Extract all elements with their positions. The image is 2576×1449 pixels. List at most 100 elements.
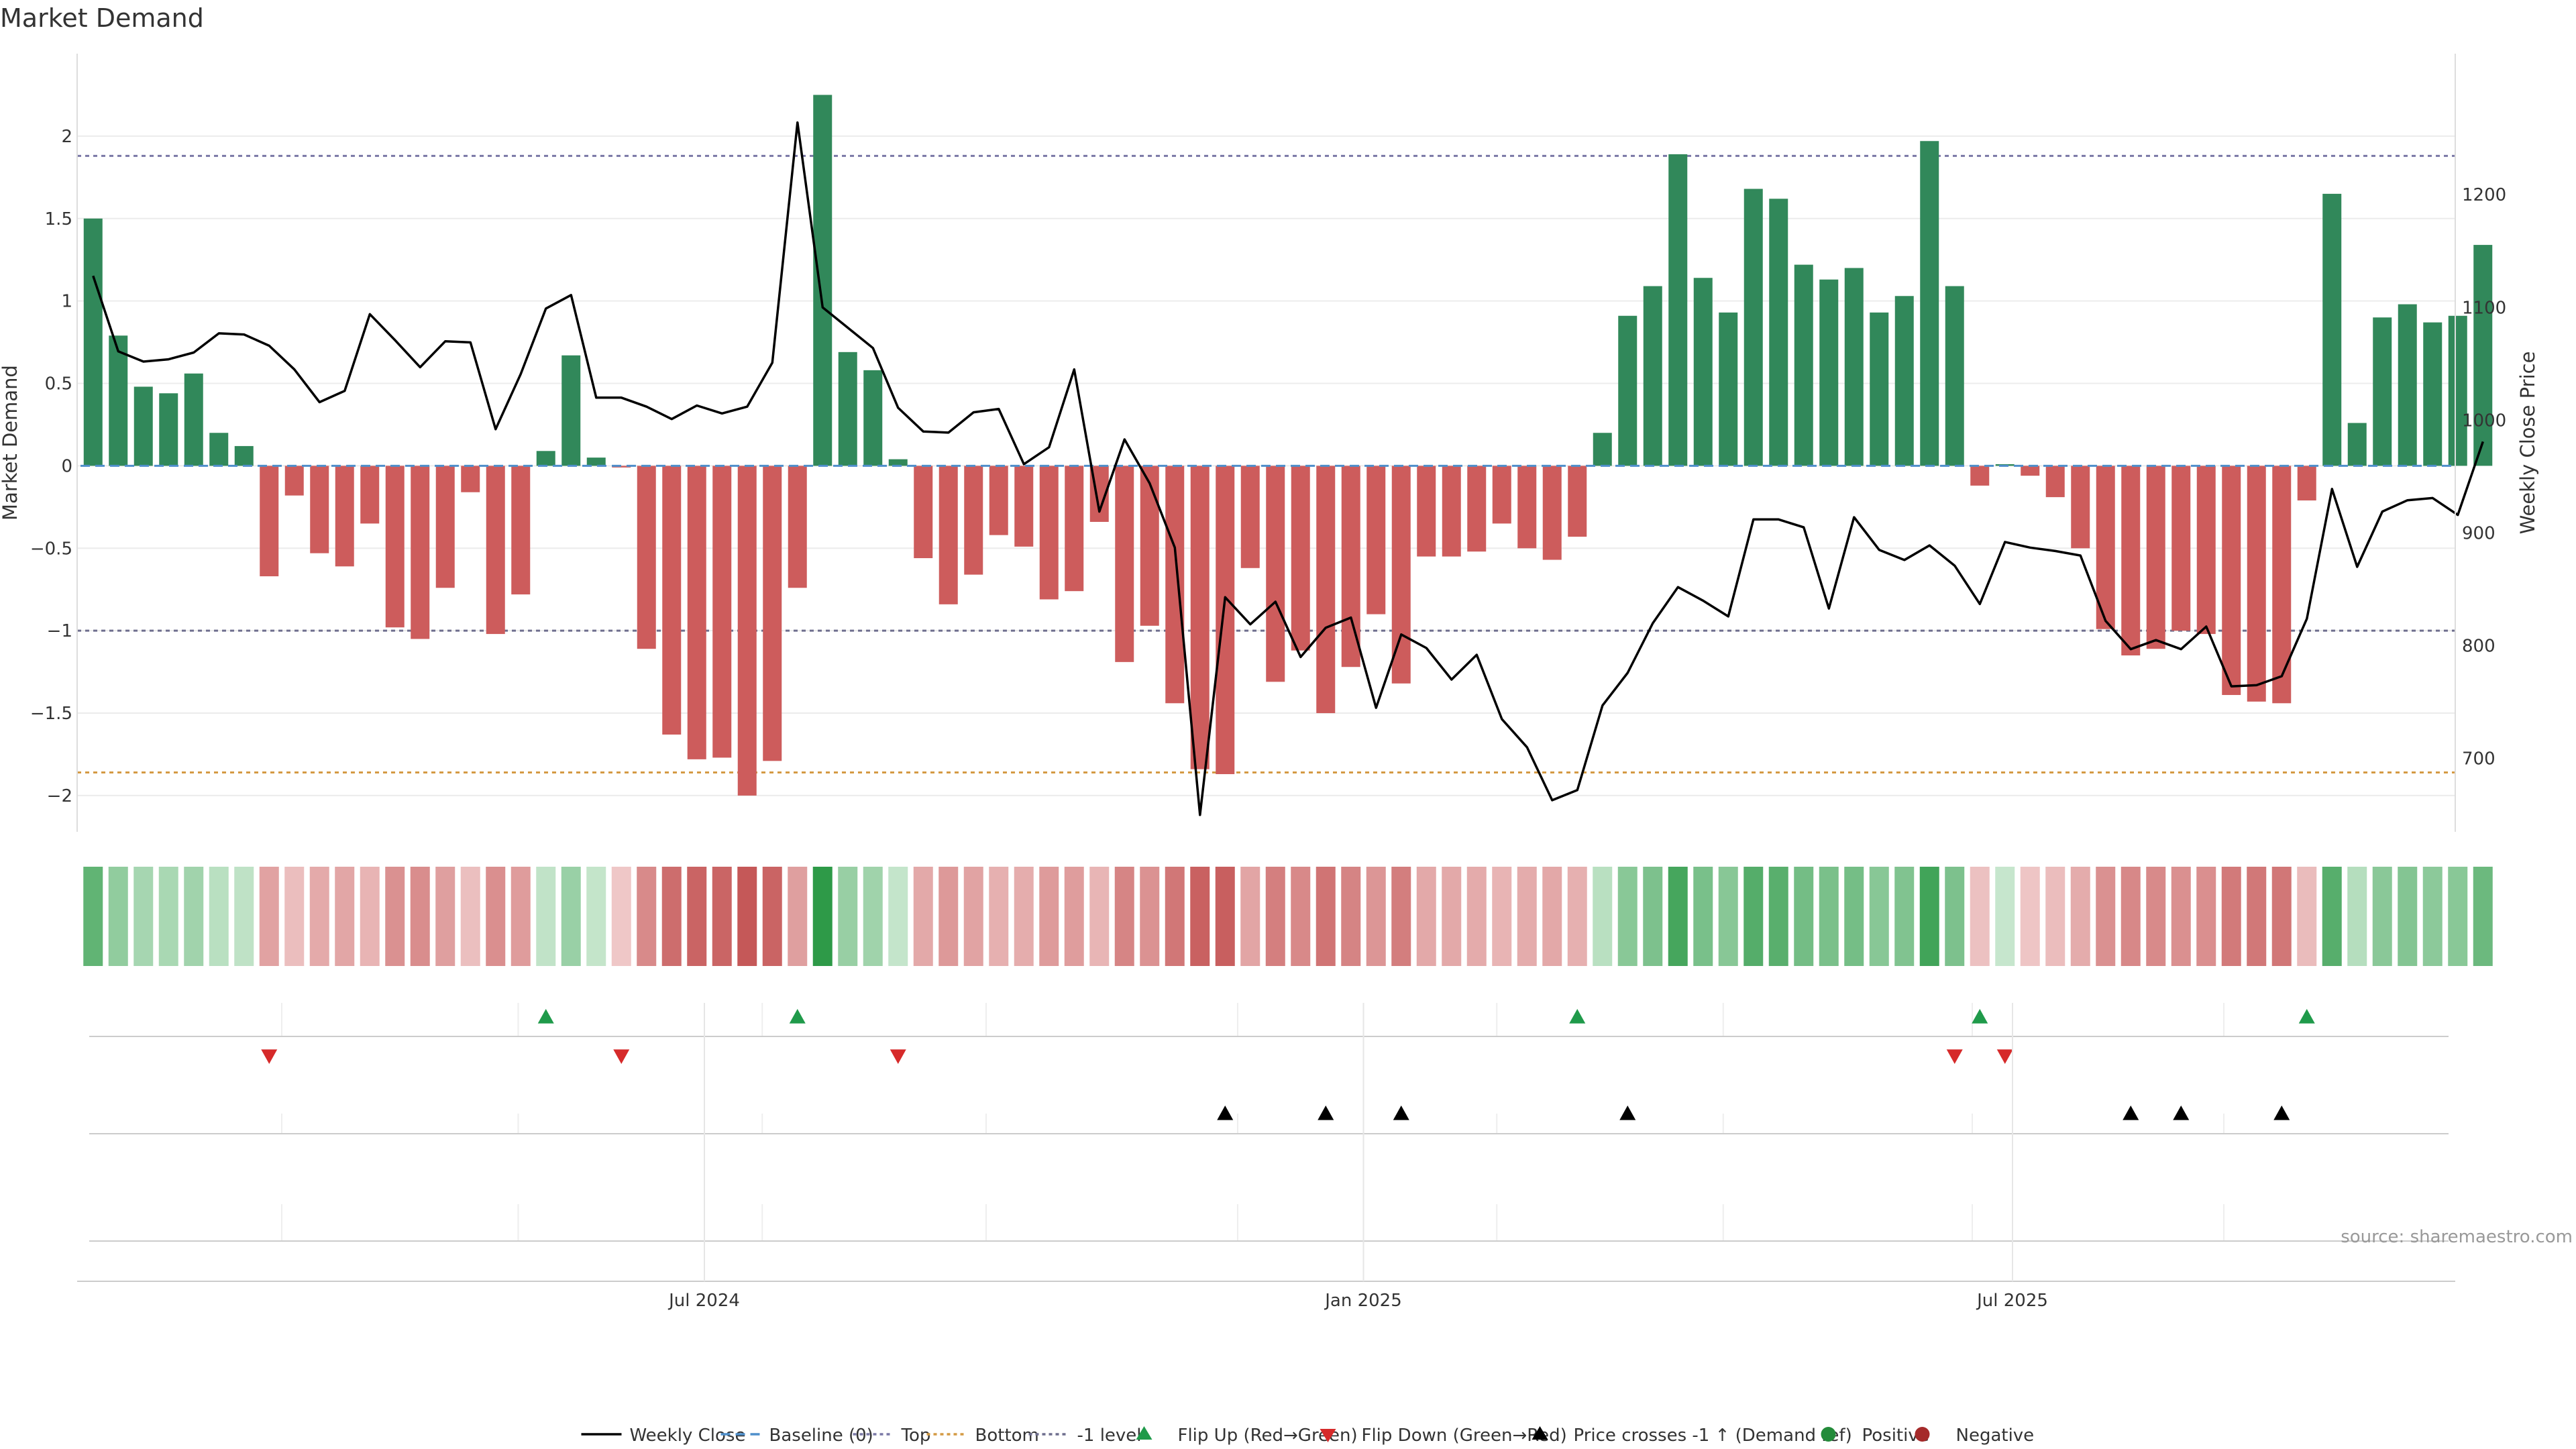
demand-bar-negative <box>712 466 732 758</box>
demand-bar-positive <box>1593 433 1612 466</box>
demand-bar-negative <box>1115 466 1134 662</box>
demand-bar-negative <box>1542 466 1562 560</box>
demand-bar-negative <box>1366 466 1386 614</box>
heat-cell <box>1617 867 1638 966</box>
demand-bar-negative <box>310 466 329 553</box>
demand-bar-negative <box>260 466 279 577</box>
demand-bar-positive <box>1819 279 1839 466</box>
right-tick-label: 1100 <box>2462 298 2506 318</box>
demand-bar-negative <box>2272 466 2292 704</box>
flip-down-marker <box>890 1049 906 1064</box>
legend-swatch <box>1320 1429 1336 1442</box>
heat-cell <box>2247 867 2267 966</box>
heat-cell <box>2297 867 2317 966</box>
flip-up-marker <box>537 1009 554 1024</box>
left-tick-label: 2 <box>61 127 72 147</box>
heat-cell <box>2070 867 2090 966</box>
heat-cell <box>661 867 682 966</box>
left-tick-label: −2 <box>47 786 72 806</box>
demand-bar-negative <box>938 466 958 604</box>
heat-cell <box>511 867 531 966</box>
right-tick-label: 900 <box>2462 523 2496 543</box>
heat-cell <box>2171 867 2191 966</box>
legend-label: Negative <box>1956 1426 2035 1446</box>
left-tick-label: −1.5 <box>30 704 72 724</box>
legend-swatch <box>1532 1426 1548 1440</box>
demand-bar-negative <box>914 466 933 559</box>
left-tick-label: 1.5 <box>45 209 72 229</box>
heat-cell <box>586 867 606 966</box>
demand-bar-negative <box>486 466 505 635</box>
demand-bar-negative <box>1442 466 1461 557</box>
demand-bar-positive <box>2473 245 2493 466</box>
demand-heat-strip <box>83 867 2493 966</box>
heat-cell <box>1945 867 1965 966</box>
demand-bar-positive <box>1769 199 1788 466</box>
demand-bar-negative <box>2021 466 2040 476</box>
right-tick-label: 1200 <box>2462 185 2506 205</box>
demand-bar-positive <box>209 433 229 466</box>
demand-bar-negative <box>1039 466 1059 600</box>
demand-bar-negative <box>687 466 706 759</box>
heat-cell <box>611 867 631 966</box>
legend-label: Flip Down (Green→Red) <box>1362 1426 1567 1446</box>
demand-bar-positive <box>1693 278 1713 466</box>
x-axis-ticks: Jul 2024 Jan 2025 Jul 2025 <box>667 1003 2048 1311</box>
heat-cell <box>812 867 833 966</box>
demand-bar-negative <box>1492 466 1511 524</box>
legend-item: Top <box>853 1426 930 1446</box>
demand-bar-negative <box>411 466 430 639</box>
heat-cell <box>1593 867 1613 966</box>
demand-bar-positive <box>888 459 908 466</box>
heat-cell <box>2196 867 2216 966</box>
demand-bar-negative <box>1341 466 1360 667</box>
heat-cell <box>913 867 933 966</box>
price-cross-marker <box>2123 1106 2139 1120</box>
demand-bar-negative <box>1165 466 1185 704</box>
heat-cell <box>460 867 480 966</box>
demand-bar-negative <box>284 466 304 496</box>
heat-cell <box>435 867 455 966</box>
heat-cell <box>838 867 858 966</box>
heat-cell <box>1693 867 1713 966</box>
legend-item: Bottom <box>926 1426 1039 1446</box>
heat-cell <box>385 867 405 966</box>
heat-cell <box>1190 867 1210 966</box>
heat-cell <box>1894 867 1915 966</box>
demand-bar-negative <box>737 466 757 796</box>
legend-label: Bottom <box>975 1426 1039 1446</box>
demand-bar-negative <box>1065 466 1084 592</box>
demand-bar-negative <box>2045 466 2065 498</box>
reference-lines <box>77 154 2455 774</box>
heat-cell <box>1517 867 1537 966</box>
heat-cell <box>410 867 430 966</box>
demand-bar-negative <box>1467 466 1487 552</box>
heat-cell <box>1366 867 1386 966</box>
heat-cell <box>2422 867 2443 966</box>
demand-bar-negative <box>1417 466 1436 557</box>
demand-bar-negative <box>1014 466 1034 547</box>
heat-cell <box>1768 867 1788 966</box>
left-tick-label: −1 <box>47 621 72 641</box>
flip-up-marker <box>789 1009 806 1024</box>
legend: Weekly Close Baseline (0) Top Bottom -1 leve… <box>581 1426 2035 1446</box>
heat-cell <box>2372 867 2392 966</box>
heat-cell <box>1492 867 1512 966</box>
heat-cell <box>1668 867 1688 966</box>
legend-swatch <box>1821 1427 1836 1442</box>
demand-bar-negative <box>1568 466 1587 537</box>
demand-bar-negative <box>612 466 631 468</box>
demand-bar-positive <box>536 451 555 466</box>
demand-bar-negative <box>2071 466 2090 549</box>
demand-bar-negative <box>662 466 682 735</box>
heat-cell <box>1970 867 1990 966</box>
demand-bar-negative <box>511 466 531 595</box>
heat-cell <box>1542 867 1562 966</box>
heat-cell <box>1165 867 1185 966</box>
flip-up-marker <box>2298 1009 2315 1024</box>
legend-item: Negative <box>1915 1426 2035 1446</box>
heat-cell <box>1391 867 1411 966</box>
price-cross-marker <box>1217 1106 1234 1120</box>
demand-bar-positive <box>1794 264 1813 466</box>
